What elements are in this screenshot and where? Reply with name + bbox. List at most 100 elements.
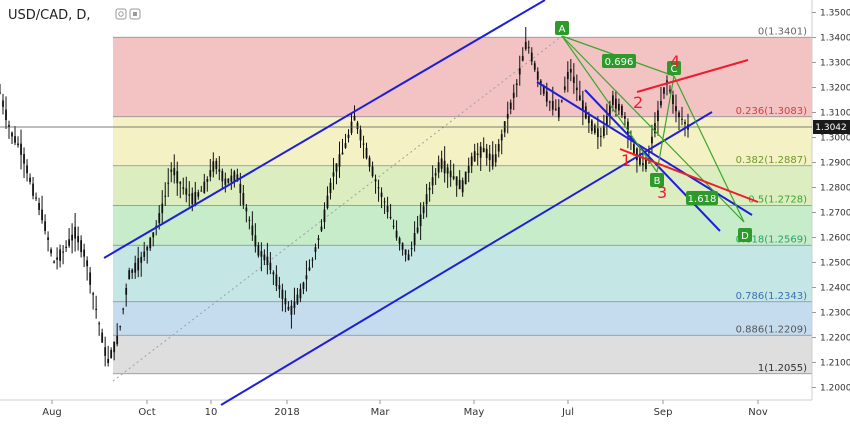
candle-body bbox=[11, 132, 13, 137]
point-label-b: B bbox=[654, 176, 661, 187]
candle-body bbox=[89, 272, 92, 285]
candle-body bbox=[494, 154, 497, 163]
wave-label-1: 1 bbox=[621, 151, 631, 170]
pattern-line-a-b[interactable] bbox=[561, 35, 658, 173]
candle-body bbox=[206, 179, 209, 182]
candle-body bbox=[311, 259, 314, 261]
candle-body bbox=[26, 165, 28, 174]
channel-upper-line[interactable] bbox=[103, 0, 546, 259]
candle-body bbox=[407, 254, 410, 261]
fib-zone-0 bbox=[113, 37, 812, 117]
candle-body bbox=[548, 101, 551, 103]
point-marker-c[interactable]: C bbox=[667, 61, 681, 75]
candle-body bbox=[488, 153, 491, 161]
svg-text:0.696: 0.696 bbox=[605, 57, 634, 68]
candle-body bbox=[380, 192, 383, 197]
candle-body bbox=[485, 148, 488, 159]
candle-body bbox=[458, 179, 461, 190]
candle-body bbox=[446, 167, 449, 174]
settings-gear-icon[interactable] bbox=[115, 8, 127, 20]
candle-body bbox=[621, 105, 623, 116]
candle-body bbox=[587, 115, 590, 124]
candle-body bbox=[107, 358, 110, 363]
price-tick-label-1: 1.3400 bbox=[820, 34, 850, 44]
candle-body bbox=[173, 168, 176, 176]
candle-body bbox=[464, 171, 467, 185]
candle-body bbox=[624, 116, 626, 119]
fib-level-label-6: 0.886(1.2209) bbox=[736, 324, 808, 335]
candle-body bbox=[149, 237, 152, 249]
candle-body bbox=[347, 134, 350, 139]
candle-body bbox=[392, 225, 395, 227]
candle-body bbox=[614, 98, 617, 109]
candle-body bbox=[431, 177, 434, 186]
candle-body bbox=[317, 238, 320, 240]
candle-body bbox=[602, 125, 605, 137]
fib-level-label-5: 0.786(1.2343) bbox=[736, 291, 808, 302]
fib-trend-dotted-line[interactable] bbox=[112, 35, 563, 382]
red-lower-line[interactable] bbox=[619, 148, 759, 203]
candle-body bbox=[479, 146, 482, 158]
candle-body bbox=[203, 181, 206, 194]
candle-body bbox=[176, 171, 179, 184]
candle-body bbox=[65, 246, 67, 249]
candle-body bbox=[293, 301, 296, 308]
candle-body bbox=[326, 195, 329, 209]
candle-body bbox=[227, 178, 230, 183]
candle-body bbox=[248, 219, 251, 221]
candle-body bbox=[497, 144, 500, 152]
candle-body bbox=[299, 288, 302, 299]
point-marker-b[interactable]: B bbox=[650, 173, 664, 187]
candle-body bbox=[443, 160, 446, 174]
candle-body bbox=[224, 178, 227, 185]
ratio-label-1618: 1.618 bbox=[686, 191, 718, 205]
candle-body bbox=[38, 203, 40, 210]
candle-body bbox=[50, 249, 52, 254]
candle-body bbox=[98, 323, 101, 325]
candle-body bbox=[377, 187, 380, 189]
red-upper-line[interactable] bbox=[636, 59, 749, 93]
price-tick-label-9: 1.2600 bbox=[820, 234, 850, 244]
candle-body bbox=[398, 238, 401, 244]
candle-body bbox=[434, 173, 437, 176]
red-trend-lines[interactable] bbox=[619, 59, 759, 203]
point-marker-a[interactable]: A bbox=[555, 21, 569, 35]
price-tick-label-15: 1.2000 bbox=[820, 384, 850, 394]
pattern-line-c-d[interactable] bbox=[673, 75, 745, 223]
channel-lower-line[interactable] bbox=[220, 111, 713, 406]
candle-body bbox=[77, 236, 80, 243]
screenshot-icon[interactable] bbox=[129, 8, 141, 20]
candle-body bbox=[131, 269, 134, 273]
candle-body bbox=[666, 80, 668, 83]
price-tick-label-11: 1.2400 bbox=[820, 284, 850, 294]
fib-lines: 0(1.3401) 0.236(1.3083) 0.382(1.2887) 0.5(1… bbox=[113, 26, 812, 375]
candle-body bbox=[161, 203, 164, 214]
candle-body bbox=[413, 233, 416, 246]
price-tick-label-2: 1.3300 bbox=[820, 59, 850, 69]
candle-body bbox=[62, 251, 64, 253]
candle-body bbox=[74, 226, 77, 239]
candle-body bbox=[563, 86, 566, 90]
candle-body bbox=[383, 201, 386, 203]
svg-text:1.3042: 1.3042 bbox=[815, 123, 847, 133]
candle-body bbox=[356, 122, 359, 130]
candle-body bbox=[551, 101, 554, 110]
candle-body bbox=[617, 103, 620, 111]
candle-body bbox=[236, 174, 239, 182]
candle-body bbox=[669, 89, 671, 92]
candle-body bbox=[272, 272, 275, 275]
candle-body bbox=[452, 176, 455, 179]
point-label-d: D bbox=[741, 231, 749, 242]
ratio-label-0696: 0.696 bbox=[602, 54, 636, 68]
candle-body bbox=[179, 182, 182, 184]
candle-body bbox=[35, 197, 37, 199]
candle-body bbox=[395, 230, 398, 238]
point-marker-d[interactable]: D bbox=[738, 228, 752, 242]
candle-body bbox=[660, 100, 662, 106]
candle-body bbox=[194, 191, 197, 205]
pattern-line-b-c[interactable] bbox=[656, 75, 675, 173]
candle-body bbox=[491, 154, 494, 167]
candle-body bbox=[134, 262, 137, 273]
